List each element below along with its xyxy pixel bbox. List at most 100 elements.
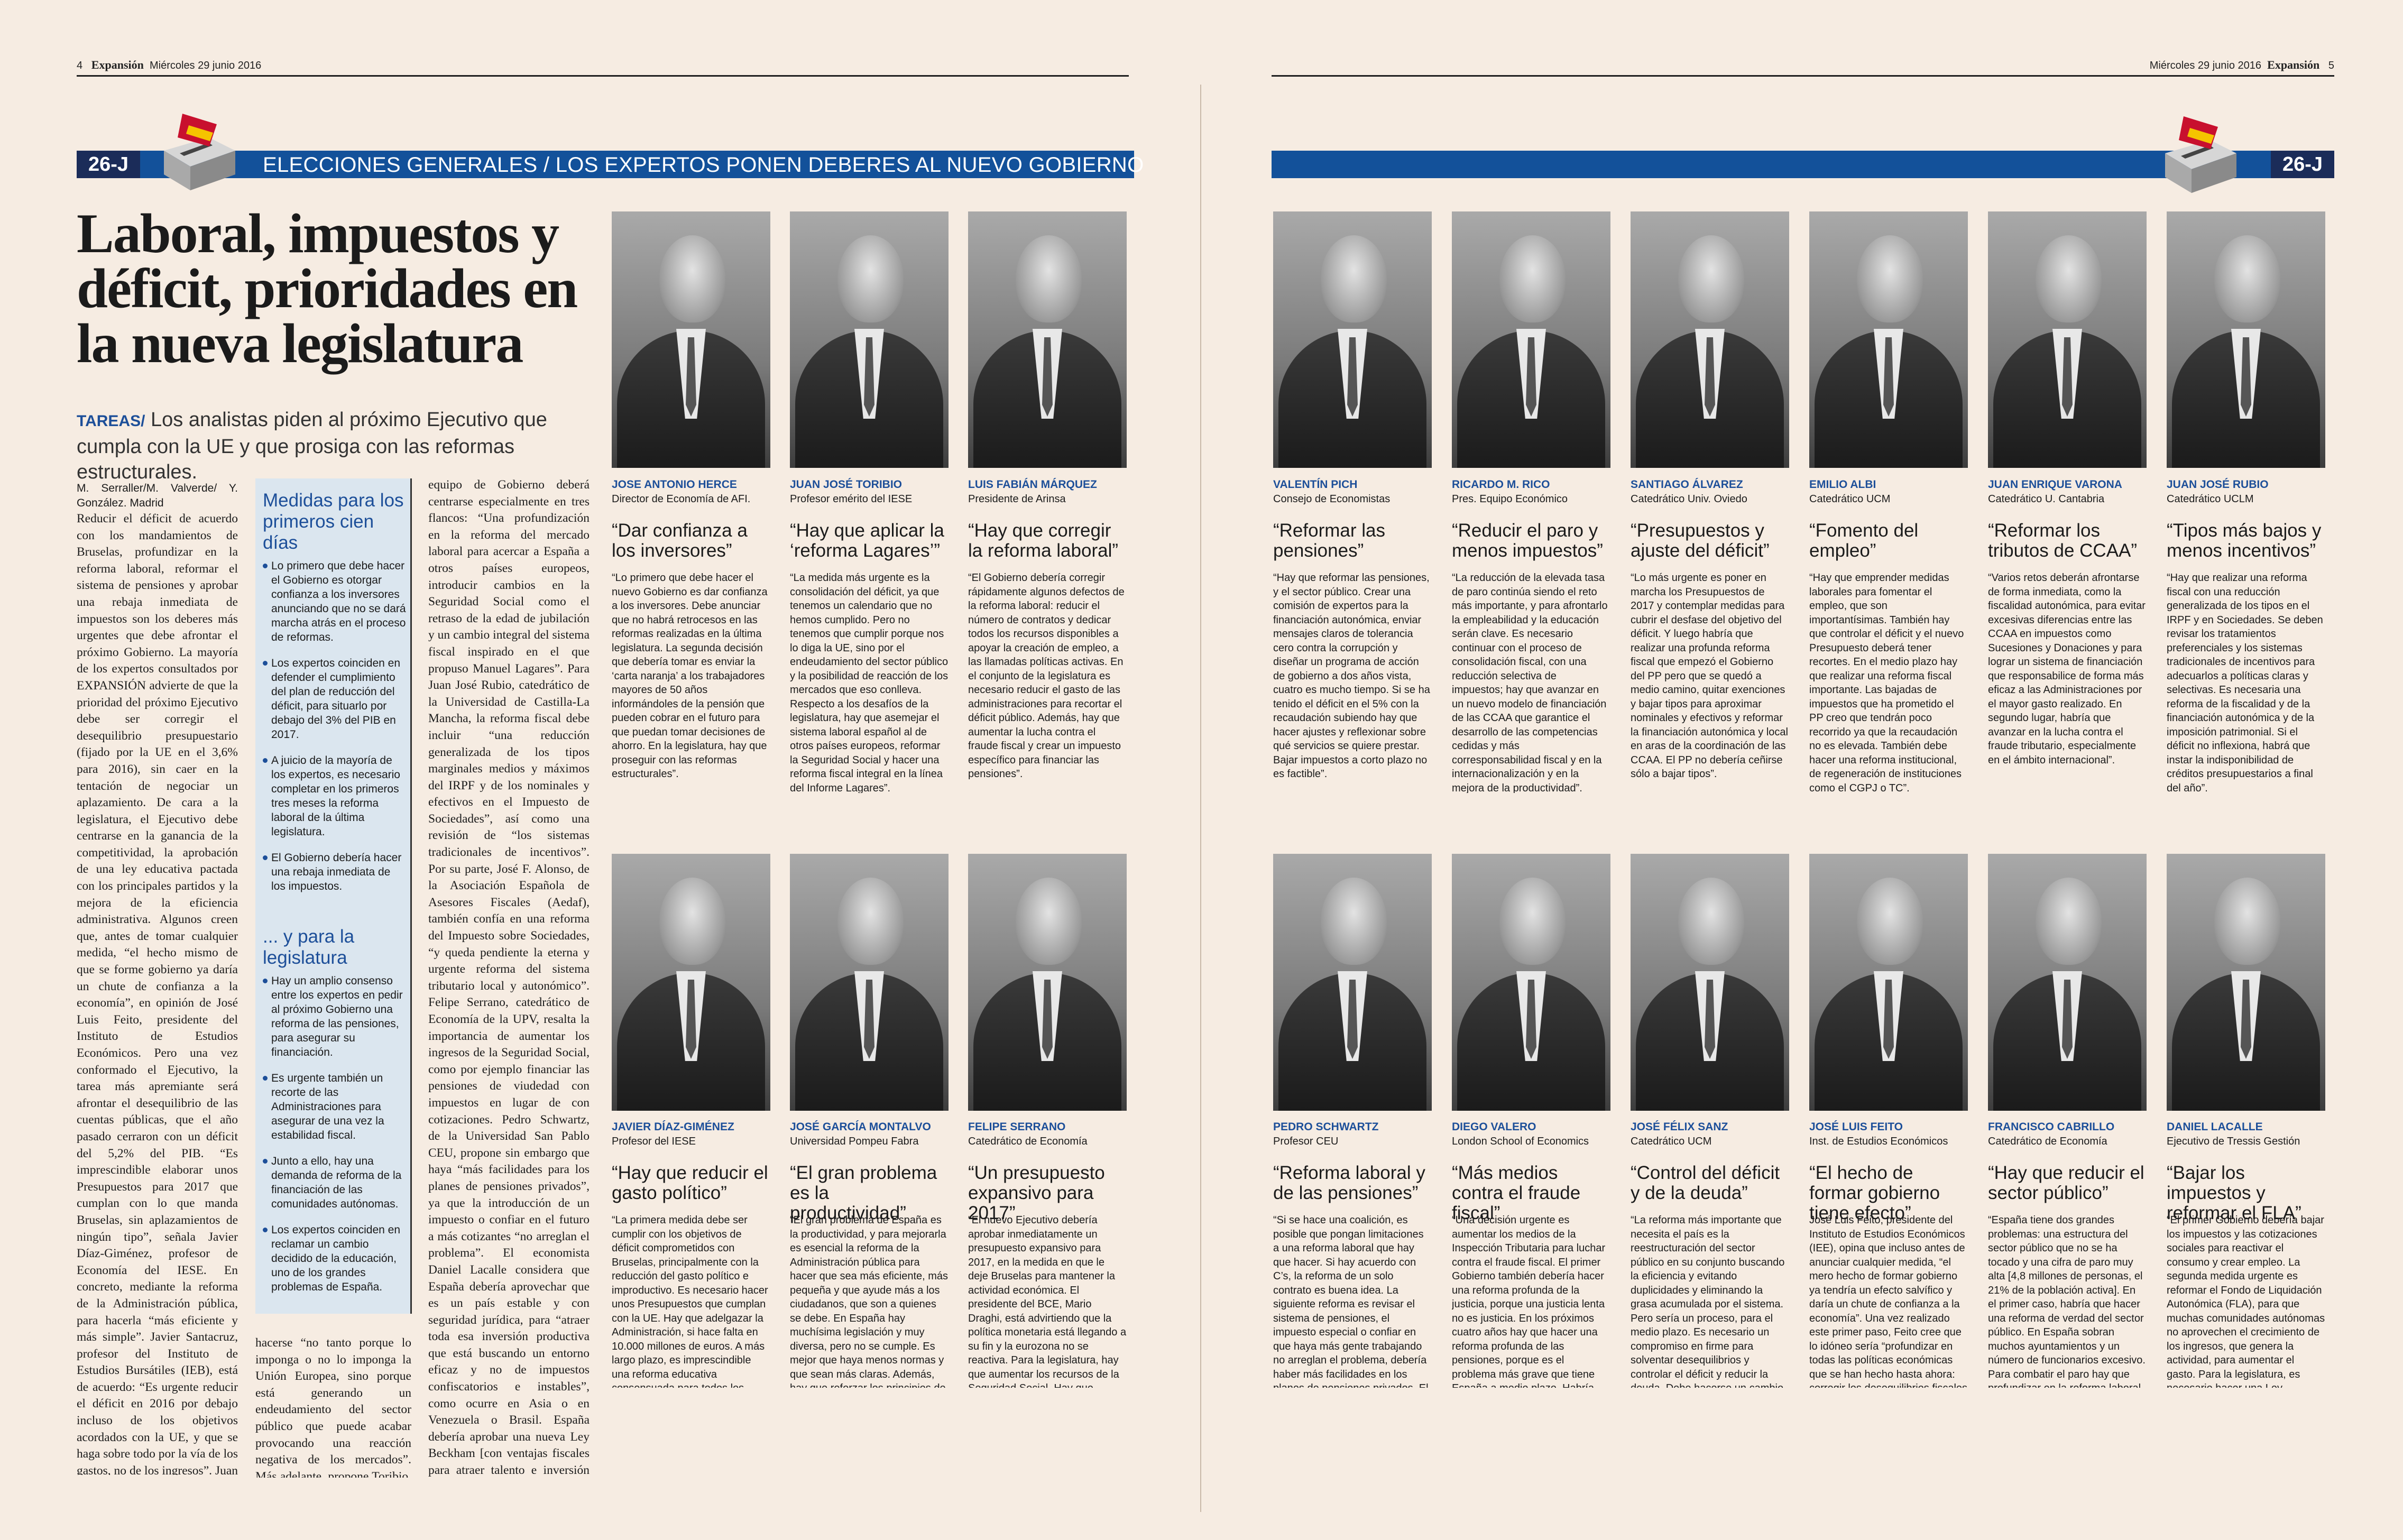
expert-name: JUAN JOSÉ TORIBIO (790, 478, 902, 491)
expert-quote: “Dar confianza a los inversores” (612, 520, 748, 561)
sidebar-item: Los expertos coinciden en reclamar un ca… (263, 1223, 406, 1294)
expert-name: SANTIAGO ÁLVAREZ (1631, 478, 1743, 491)
portrait-tie (1526, 337, 1536, 417)
portrait-photo (1273, 211, 1432, 468)
expert-name: JOSÉ LUIS FEITO (1809, 1121, 1903, 1133)
expert-quote: “Control del déficit y de la deuda” (1631, 1163, 1780, 1203)
expert-name: JUAN JOSÉ RUBIO (2167, 478, 2269, 491)
expert-text: “Hay que emprender medidas laborales par… (1809, 572, 1964, 793)
expert-text: “La reforma más importante que necesita … (1631, 1214, 1785, 1388)
sidebar-item: Junto a ello, hay una demanda de reforma… (263, 1154, 406, 1211)
expert-quote: “Hay que corregir la reforma laboral” (968, 520, 1118, 561)
portrait-photo (1273, 854, 1432, 1111)
expert-role: Catedrático UCLM (2167, 493, 2254, 505)
expert-text: “El Gobierno debería corregir rápidament… (968, 572, 1125, 780)
byline-authors: M. Serraller/M. Valverde/ Y. González. (77, 482, 238, 509)
portrait-head (1857, 878, 1923, 965)
portrait-tie (1042, 980, 1053, 1059)
sidebar-title-1: Medidas para los primeros cien días (263, 490, 404, 553)
portrait-tie (686, 980, 696, 1059)
expert-text: “El gran problema de España es la produc… (790, 1214, 949, 1388)
portrait-photo (1988, 854, 2147, 1111)
expert-name: JUAN ENRIQUE VARONA (1988, 478, 2122, 491)
portrait-head (2036, 235, 2102, 322)
article-text-2: hacerse “no tanto porque lo imponga o no… (255, 1336, 411, 1478)
portrait-tie (1883, 337, 1894, 417)
portrait-photo (1452, 854, 1610, 1111)
expert-role: Profesor emérito del IESE (790, 493, 913, 505)
section-tag-left: 26-J (77, 151, 140, 178)
expert-role: Pres. Equipo Económico (1452, 493, 1568, 505)
sidebar-item: A juicio de la mayoría de los expertos, … (263, 753, 406, 839)
portrait-head (1678, 235, 1744, 322)
expert-quote: “El gran problema es la productividad” (790, 1163, 937, 1223)
portrait-head (2214, 878, 2280, 965)
folio-left: 4 Expansión Miércoles 29 junio 2016 (77, 58, 261, 72)
expert-quote: “Reducir el paro y menos impuestos” (1452, 520, 1603, 561)
portrait-photo (2167, 854, 2325, 1111)
expert-quote: “Fomento del empleo” (1809, 520, 1919, 561)
portrait-photo (2167, 211, 2325, 468)
date-right: Miércoles 29 junio 2016 (2149, 60, 2262, 71)
brand-left: Expansión (91, 58, 144, 71)
portrait-tie (1347, 337, 1358, 417)
headline: Laboral, impuestos y déficit, prioridade… (77, 202, 578, 374)
expert-text: “La primera medida debe ser cumplir con … (612, 1214, 768, 1388)
portrait-photo (1809, 854, 1968, 1111)
sidebar-item: Los expertos coinciden en defender el cu… (263, 656, 406, 742)
sidebar-list-2: Hay un amplio consenso entre los experto… (255, 974, 410, 1294)
portrait-head (2214, 235, 2280, 322)
gutter (1200, 85, 1201, 1512)
portrait-tie (864, 980, 874, 1059)
expert-quote: “Reformar los tributos de CCAA” (1988, 520, 2138, 561)
sidebar-list-1: Lo primero que debe hacer el Gobierno es… (255, 559, 410, 893)
portrait-head (1499, 235, 1566, 322)
expert-role: Ejecutivo de Tressis Gestión (2167, 1136, 2300, 1147)
article-text-1: Reducir el déficit de acuerdo con los ma… (77, 512, 238, 1475)
expert-role: Catedrático U. Cantabria (1988, 493, 2105, 505)
byline-place: Madrid (130, 497, 164, 509)
portrait-tie (1347, 980, 1358, 1059)
expert-name: PEDRO SCHWARTZ (1273, 1121, 1379, 1133)
expert-text: “La medida más urgente es la consolidaci… (790, 572, 949, 793)
dek-text: Los analistas piden al próximo Ejecutivo… (77, 409, 547, 483)
expert-text: “Una decisión urgente es aumentar los me… (1452, 1214, 1606, 1388)
expert-role: Presidente de Arinsa (968, 493, 1066, 505)
portrait-head (1678, 878, 1744, 965)
page-number-left: 4 (77, 60, 83, 71)
expert-role: Consejo de Economistas (1273, 493, 1391, 505)
expert-text: José Luis Feito, presidente del Institut… (1809, 1214, 1967, 1388)
portrait-photo (968, 854, 1127, 1111)
portrait-tie (1705, 337, 1715, 417)
expert-role: Catedrático UCM (1631, 1136, 1712, 1147)
expert-name: JAVIER DÍAZ-GIMÉNEZ (612, 1121, 734, 1133)
portrait-photo (612, 211, 770, 468)
portrait-tie (1526, 980, 1536, 1059)
portrait-head (659, 878, 725, 965)
sidebar-item: Hay un amplio consenso entre los experto… (263, 974, 406, 1059)
portrait-photo (968, 211, 1127, 468)
expert-name: JOSE ANTONIO HERCE (612, 478, 737, 491)
portrait-tie (1042, 337, 1053, 417)
expert-name: FRANCISCO CABRILLO (1988, 1121, 2115, 1133)
expert-name: LUIS FABIÁN MÁRQUEZ (968, 478, 1097, 491)
portrait-head (2036, 878, 2102, 965)
expert-name: JOSÉ GARCÍA MONTALVO (790, 1121, 931, 1133)
portrait-head (837, 235, 904, 322)
sidebar-item: El Gobierno debería hacer una rebaja inm… (263, 851, 406, 893)
portrait-photo (1452, 211, 1610, 468)
byline: M. Serraller/M. Valverde/ Y. González. M… (77, 481, 238, 511)
ballot-box-icon (164, 114, 235, 190)
dek-kicker: TAREAS/ (77, 412, 145, 430)
ballot-box-icon-right (2165, 116, 2236, 193)
portrait-head (1321, 235, 1387, 322)
portrait-photo (612, 854, 770, 1111)
sidebar-item: Lo primero que debe hacer el Gobierno es… (263, 559, 406, 644)
section-bar-right (1272, 151, 2334, 178)
expert-quote: “Presupuestos y ajuste del déficit” (1631, 520, 1770, 561)
portrait-tie (1705, 980, 1715, 1059)
portrait-photo (1631, 854, 1789, 1111)
section-tag-right: 26-J (2271, 151, 2334, 178)
expert-role: Profesor CEU (1273, 1136, 1339, 1147)
expert-quote: “Hay que reducir el sector público” (1988, 1163, 2144, 1203)
